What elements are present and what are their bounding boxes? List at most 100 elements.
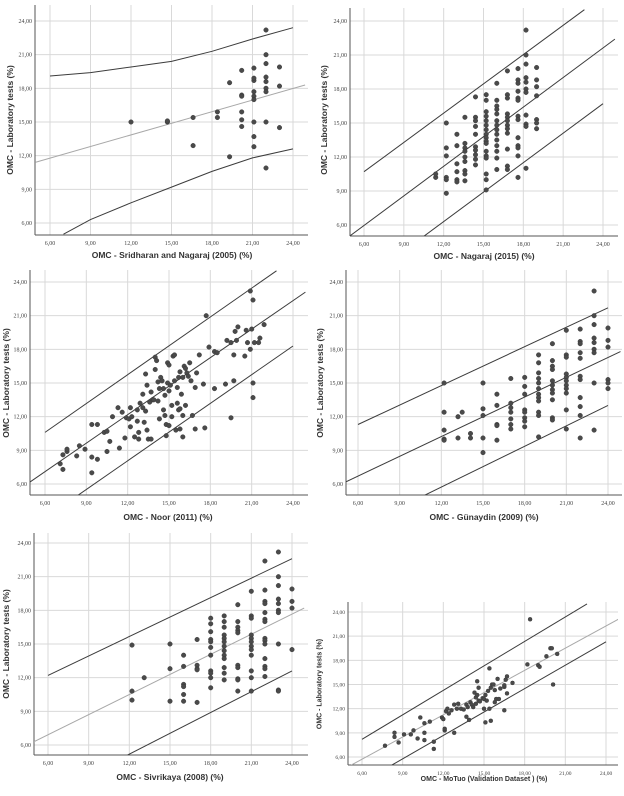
data-point bbox=[502, 708, 507, 713]
data-point bbox=[166, 423, 172, 429]
y-tick-label: 12,00 bbox=[19, 154, 33, 160]
fit-line bbox=[35, 84, 306, 163]
data-point bbox=[536, 413, 542, 419]
data-point bbox=[550, 682, 556, 687]
data-point bbox=[483, 187, 489, 193]
data-point bbox=[82, 446, 88, 452]
x-tick-label: 18,00 bbox=[518, 771, 531, 777]
y-tick-label: 21,00 bbox=[19, 53, 33, 59]
data-point bbox=[129, 688, 135, 694]
x-tick-label: 12,00 bbox=[123, 761, 137, 767]
panel-6-ylabel: OMC - Laboratory tests (%) bbox=[316, 638, 324, 730]
data-point bbox=[263, 52, 269, 58]
data-point bbox=[129, 414, 135, 420]
data-point bbox=[461, 707, 466, 712]
data-point bbox=[235, 688, 241, 694]
data-point bbox=[262, 610, 268, 616]
data-point bbox=[136, 429, 142, 435]
x-tick-label: 6,00 bbox=[43, 761, 54, 767]
data-point bbox=[239, 109, 245, 115]
x-tick-label: 24,00 bbox=[286, 241, 300, 247]
x-tick-label: 18,00 bbox=[204, 761, 218, 767]
data-point bbox=[263, 74, 269, 80]
data-point bbox=[60, 466, 66, 472]
y-tick-label: 12,00 bbox=[333, 707, 346, 713]
data-point bbox=[427, 719, 432, 724]
fit-line bbox=[346, 351, 621, 483]
data-point bbox=[233, 337, 239, 343]
data-point bbox=[221, 613, 227, 619]
y-tick-label: 15,00 bbox=[330, 381, 344, 387]
y-tick-label: 6,00 bbox=[22, 221, 33, 227]
data-point bbox=[140, 391, 146, 397]
data-point bbox=[89, 422, 95, 428]
data-point bbox=[263, 165, 269, 171]
data-point bbox=[522, 418, 528, 424]
data-point bbox=[483, 692, 488, 698]
data-point bbox=[177, 406, 183, 412]
data-point bbox=[208, 621, 214, 627]
data-point bbox=[181, 684, 187, 690]
panel-4: 6,00 9,00 12,00 15,00 18,00 21,00 24,00 6,00 9,0… bbox=[330, 270, 622, 507]
data-point bbox=[515, 97, 521, 103]
data-point bbox=[534, 84, 540, 90]
data-point bbox=[132, 434, 138, 440]
data-point bbox=[221, 639, 227, 645]
data-point bbox=[208, 670, 214, 676]
data-point bbox=[523, 123, 529, 129]
data-point bbox=[536, 370, 542, 376]
data-point bbox=[275, 549, 281, 555]
panel-4-ylabel: OMC - Laboratory tests (%) bbox=[315, 328, 325, 438]
data-point bbox=[483, 97, 489, 103]
series-lines bbox=[346, 307, 621, 495]
data-point bbox=[523, 79, 529, 85]
data-point bbox=[534, 120, 540, 126]
data-point bbox=[480, 450, 486, 456]
y-tick-label: 24,00 bbox=[19, 19, 33, 25]
data-point bbox=[462, 148, 468, 154]
data-point bbox=[515, 145, 521, 151]
data-point bbox=[441, 437, 447, 443]
data-point bbox=[169, 402, 175, 408]
data-point bbox=[494, 143, 500, 149]
fit-line bbox=[350, 618, 618, 765]
data-point bbox=[239, 123, 245, 129]
y-tick-label: 24,00 bbox=[14, 280, 28, 286]
data-point bbox=[494, 118, 500, 124]
data-point bbox=[239, 117, 245, 123]
data-point bbox=[481, 706, 487, 711]
data-point bbox=[256, 340, 262, 346]
data-point bbox=[443, 153, 449, 159]
data-point bbox=[235, 677, 241, 683]
data-point bbox=[228, 415, 234, 421]
data-point bbox=[415, 736, 420, 741]
data-point bbox=[494, 122, 500, 128]
data-point bbox=[251, 119, 257, 125]
data-point bbox=[262, 674, 268, 680]
data-point bbox=[527, 617, 533, 622]
data-point bbox=[248, 639, 254, 645]
data-point bbox=[127, 405, 133, 411]
data-point bbox=[174, 385, 180, 391]
upper-band-line bbox=[47, 558, 293, 676]
data-point bbox=[515, 66, 521, 72]
data-point bbox=[200, 381, 206, 387]
panel-5-ylabel: OMC - Laboratory tests (%) bbox=[1, 589, 11, 699]
data-point bbox=[208, 629, 214, 635]
data-point bbox=[577, 435, 583, 441]
data-point bbox=[452, 730, 457, 735]
data-point bbox=[563, 426, 569, 432]
data-point bbox=[487, 706, 492, 711]
y-tick-label: 18,00 bbox=[333, 658, 346, 664]
data-point bbox=[484, 698, 489, 703]
data-point bbox=[122, 435, 128, 441]
y-tick-label: 9,00 bbox=[22, 187, 33, 193]
data-point bbox=[504, 95, 510, 101]
data-point bbox=[473, 118, 479, 124]
y-tick-label: 21,00 bbox=[334, 53, 348, 59]
x-tick-label: 12,00 bbox=[435, 501, 449, 507]
data-point bbox=[224, 337, 230, 343]
data-point bbox=[477, 699, 483, 704]
data-point bbox=[591, 380, 597, 386]
data-point bbox=[194, 370, 200, 376]
